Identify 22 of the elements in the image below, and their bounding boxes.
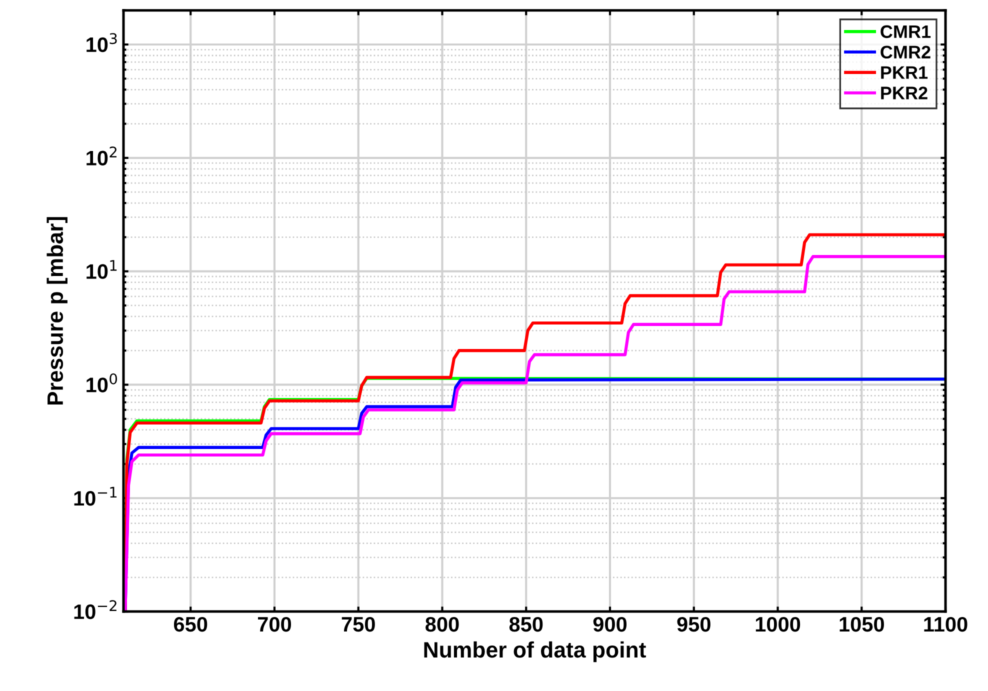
y-axis-title: Pressure p [mbar] <box>46 217 68 405</box>
x-tick-label: 800 <box>426 616 459 632</box>
legend-label: CMR1 <box>880 25 931 38</box>
legend-label: PKR2 <box>881 86 928 100</box>
y-tick-label: 10$^{3}$ <box>86 33 117 52</box>
x-tick-label: 1000 <box>756 616 800 632</box>
y-tick-label: 10$^{1}$ <box>86 260 117 279</box>
legend-label: CMR2 <box>880 46 930 59</box>
legend-label: PKR1 <box>881 66 928 79</box>
x-tick-label: 850 <box>509 616 543 632</box>
y-tick-label: 10$^{−2}$ <box>74 600 116 620</box>
y-tick-label: 10$^{0}$ <box>86 373 117 392</box>
x-tick-label: 900 <box>593 616 627 632</box>
x-tick-label: 1100 <box>924 616 968 632</box>
x-axis-title: Number of data point <box>424 641 646 662</box>
y-tick-label: 10$^{−1}$ <box>74 486 117 506</box>
x-tick-label: 1050 <box>840 616 884 632</box>
x-tick-label: 650 <box>174 616 208 632</box>
x-tick-label: 950 <box>677 616 710 632</box>
x-tick-label: 700 <box>258 616 292 632</box>
x-tick-label: 750 <box>342 616 375 632</box>
y-tick-label: 10$^{2}$ <box>86 146 116 166</box>
